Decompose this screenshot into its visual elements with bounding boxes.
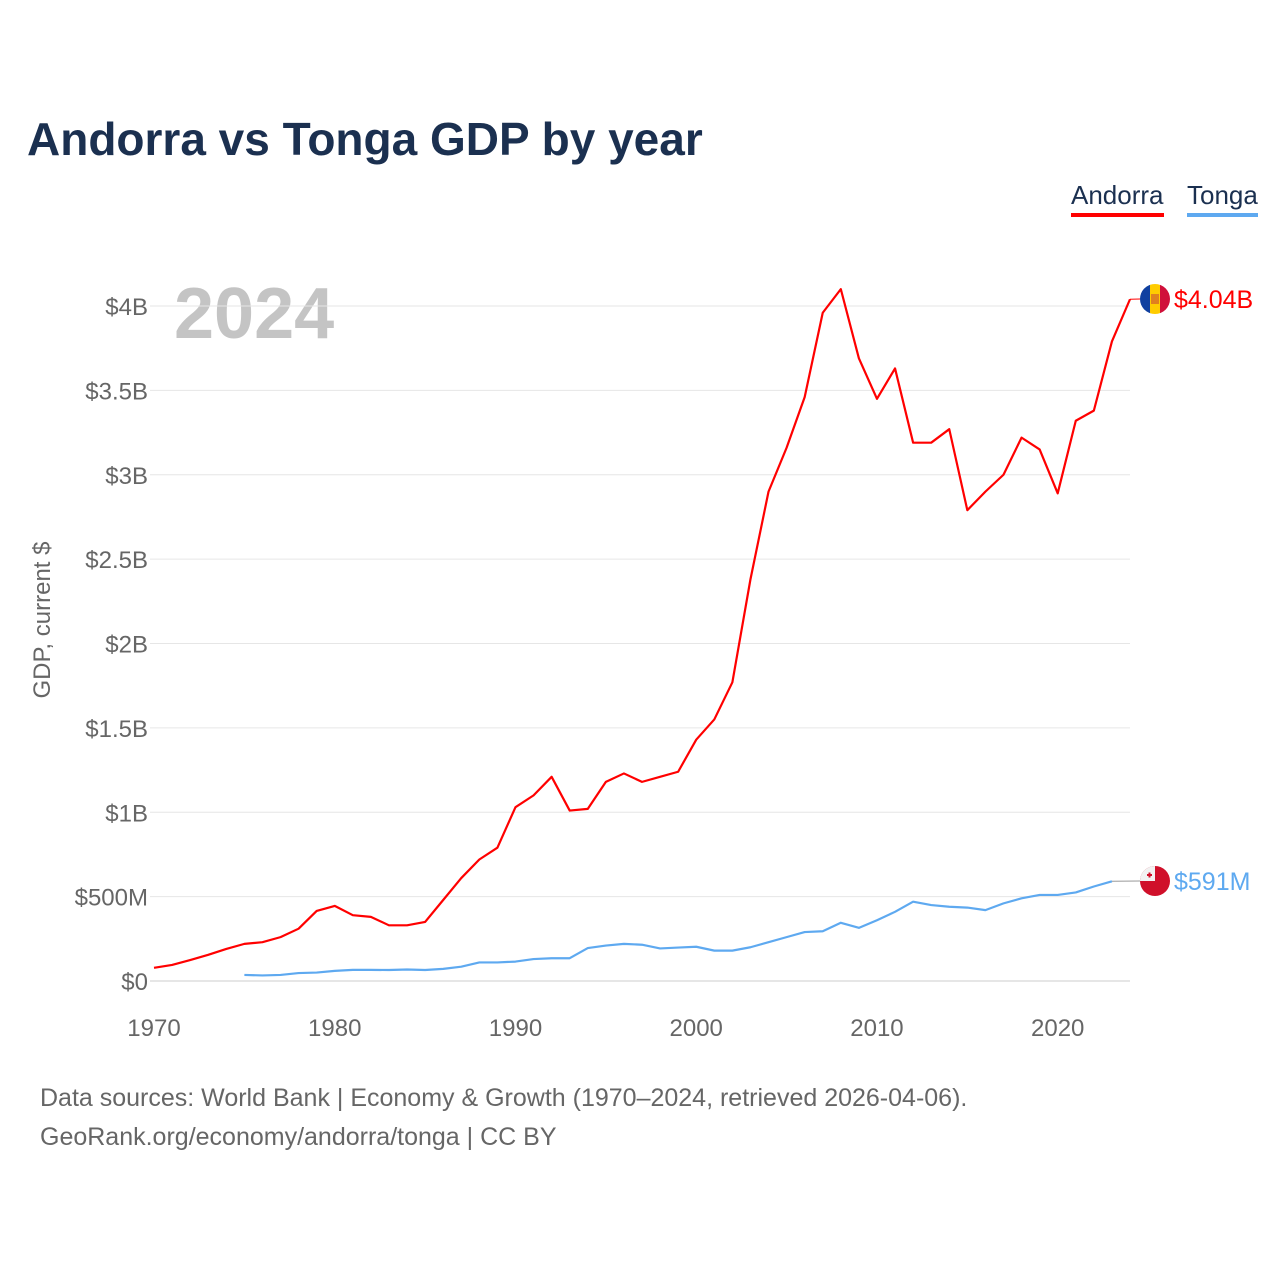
y-tick-label: $1B — [105, 800, 148, 827]
legend-tonga[interactable]: Tonga — [1187, 180, 1258, 217]
end-label-tonga: $591M — [1174, 868, 1250, 896]
x-tick-label: 2020 — [1031, 1015, 1084, 1042]
x-tick-label: 1970 — [127, 1015, 180, 1042]
end-label-andorra: $4.04B — [1174, 286, 1253, 314]
legend-andorra[interactable]: Andorra — [1071, 180, 1164, 217]
y-tick-label: $1.5B — [85, 716, 148, 743]
x-tick-label: 1980 — [308, 1015, 361, 1042]
footer-sources: Data sources: World Bank | Economy & Gro… — [40, 1084, 968, 1112]
y-tick-label: $3B — [105, 463, 148, 490]
x-tick-label: 2010 — [850, 1015, 903, 1042]
footer-link[interactable]: GeoRank.org/economy/andorra/tonga | CC B… — [40, 1123, 557, 1151]
y-tick-label: $3.5B — [85, 378, 148, 405]
y-axis-label: GDP, current $ — [29, 542, 56, 699]
year-watermark: 2024 — [174, 274, 334, 354]
y-tick-label: $0 — [121, 969, 148, 996]
series-line-tonga — [244, 880, 1113, 977]
chart-title: Andorra vs Tonga GDP by year — [27, 113, 703, 165]
andorra-flag-icon — [1140, 284, 1170, 314]
x-tick-label: 1990 — [489, 1015, 542, 1042]
y-tick-label: $2B — [105, 632, 148, 659]
y-tick-label: $2.5B — [85, 547, 148, 574]
x-tick-label: 2000 — [670, 1015, 723, 1042]
y-tick-label: $4B — [105, 294, 148, 321]
series-line-andorra — [153, 288, 1132, 969]
tonga-flag-icon — [1140, 866, 1170, 896]
y-tick-label: $500M — [75, 885, 148, 912]
